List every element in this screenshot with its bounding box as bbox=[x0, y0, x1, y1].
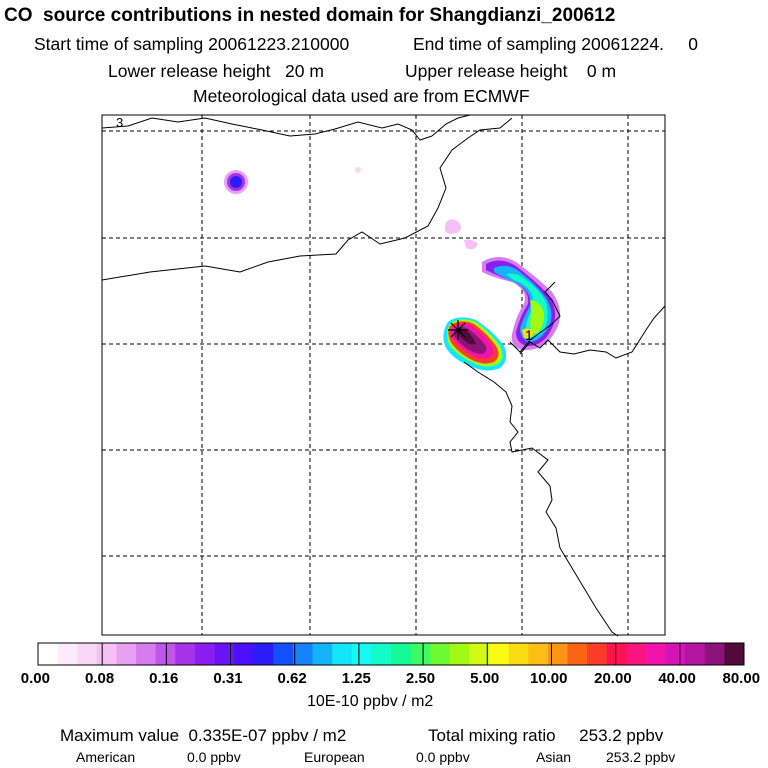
colorbar-cell bbox=[38, 643, 59, 665]
colorbar-cell bbox=[292, 643, 314, 665]
colorbar-tick-label: 0.08 bbox=[84, 670, 115, 687]
colorbar-cell bbox=[136, 643, 157, 665]
colorbar-cell bbox=[116, 643, 137, 665]
colorbar-cell bbox=[567, 643, 588, 665]
colorbar-cell bbox=[469, 643, 490, 665]
border-line-north bbox=[101, 117, 433, 141]
plume-nw-core bbox=[230, 176, 242, 188]
colorbar-cell bbox=[253, 643, 274, 665]
colorbar-cell bbox=[57, 643, 78, 665]
border-line-northeast bbox=[431, 114, 471, 137]
coast-line-east bbox=[547, 305, 666, 359]
colorbar-tick-label: 80.00 bbox=[722, 670, 761, 687]
colorbar-cell bbox=[77, 643, 98, 665]
colorbar-cell bbox=[724, 643, 745, 665]
colorbar-cells bbox=[37, 643, 745, 665]
total-mixing-label: Total mixing ratio 253.2 ppbv bbox=[428, 726, 664, 745]
colorbar-tick-label: 0.62 bbox=[277, 670, 307, 687]
european-label: European bbox=[304, 749, 365, 765]
colorbar-cell bbox=[332, 643, 353, 665]
station-marker bbox=[448, 320, 468, 340]
end-time-label: End time of sampling 20061224. 0 bbox=[413, 34, 699, 54]
colorbar-cell bbox=[626, 643, 647, 665]
colorbar-cell bbox=[410, 643, 431, 665]
colorbar-cell bbox=[234, 643, 255, 665]
map-frame bbox=[101, 114, 666, 636]
marker-label: 1 bbox=[525, 327, 533, 343]
colorbar-cell bbox=[155, 643, 176, 665]
colorbar-cell bbox=[587, 643, 608, 665]
plume-speckle bbox=[444, 219, 461, 234]
plume-ne-hot bbox=[522, 328, 534, 339]
asian-value: 253.2 ppbv bbox=[606, 749, 676, 765]
coast-line bbox=[509, 281, 561, 353]
colorbar-tick-label: 0.31 bbox=[213, 670, 243, 687]
colorbar-cell bbox=[391, 643, 412, 665]
colorbar-cell bbox=[704, 643, 725, 665]
colorbar-cell bbox=[489, 643, 510, 665]
american-value: 0.0 ppbv bbox=[187, 749, 241, 765]
colorbar-cell bbox=[685, 643, 706, 665]
colorbar-cell bbox=[547, 643, 568, 665]
colorbar-cell bbox=[449, 643, 470, 665]
map-gridlines bbox=[102, 115, 665, 635]
plume-speckle bbox=[355, 167, 361, 173]
colorbar-tick-label: 10.00 bbox=[529, 670, 568, 687]
border-line-mid bbox=[101, 117, 513, 281]
upper-release-label: Upper release height 0 m bbox=[405, 61, 617, 81]
colorbar-tick-label: 20.00 bbox=[594, 670, 632, 687]
colorbar-cell bbox=[665, 643, 686, 665]
colorbar-tick-label: 5.00 bbox=[470, 670, 500, 687]
colorbar-cell bbox=[508, 643, 529, 665]
coast-line-south bbox=[463, 361, 619, 637]
lower-release-label: Lower release height 20 m bbox=[108, 61, 324, 81]
colorbar-cell bbox=[430, 643, 451, 665]
colorbar-cell bbox=[194, 643, 215, 665]
coast-line-bay bbox=[519, 339, 549, 355]
corner-label: 3 bbox=[116, 115, 123, 130]
start-time-label: Start time of sampling 20061223.210000 bbox=[34, 34, 350, 54]
colorbar-cell bbox=[351, 643, 372, 665]
met-data-label: Meteorological data used are from ECMWF bbox=[193, 86, 530, 106]
colorbar-cell bbox=[645, 643, 667, 665]
colorbar-cell bbox=[96, 643, 117, 665]
colorbar-tick-label: 0.00 bbox=[20, 670, 50, 687]
asian-label: Asian bbox=[536, 749, 572, 765]
colorbar-cell bbox=[175, 643, 196, 665]
max-value-label: Maximum value 0.335E-07 ppbv / m2 bbox=[60, 726, 347, 745]
colorbar-tick-label: 1.25 bbox=[341, 670, 371, 687]
colorbar-cell bbox=[273, 643, 294, 665]
plume-ne-core bbox=[530, 300, 544, 334]
european-value: 0.0 ppbv bbox=[416, 749, 470, 765]
colorbar-tick-label: 0.16 bbox=[149, 670, 179, 687]
colorbar-cell bbox=[214, 643, 235, 665]
colorbar-unit-label: 10E-10 ppbv / m2 bbox=[307, 693, 434, 710]
colorbar-tick-label: 2.50 bbox=[405, 670, 436, 687]
colorbar-cell bbox=[371, 643, 392, 665]
colorbar-cell bbox=[606, 643, 627, 665]
colorbar-tick-label: 40.00 bbox=[658, 670, 696, 687]
american-label: American bbox=[76, 749, 136, 765]
coastline-borders bbox=[101, 114, 666, 637]
plume-speckle bbox=[464, 239, 478, 250]
colorbar-frame bbox=[37, 642, 745, 666]
colorbar-cell bbox=[528, 643, 549, 665]
colorbar-cell bbox=[312, 643, 333, 665]
chart-title: CO source contributions in nested domain… bbox=[4, 5, 616, 26]
